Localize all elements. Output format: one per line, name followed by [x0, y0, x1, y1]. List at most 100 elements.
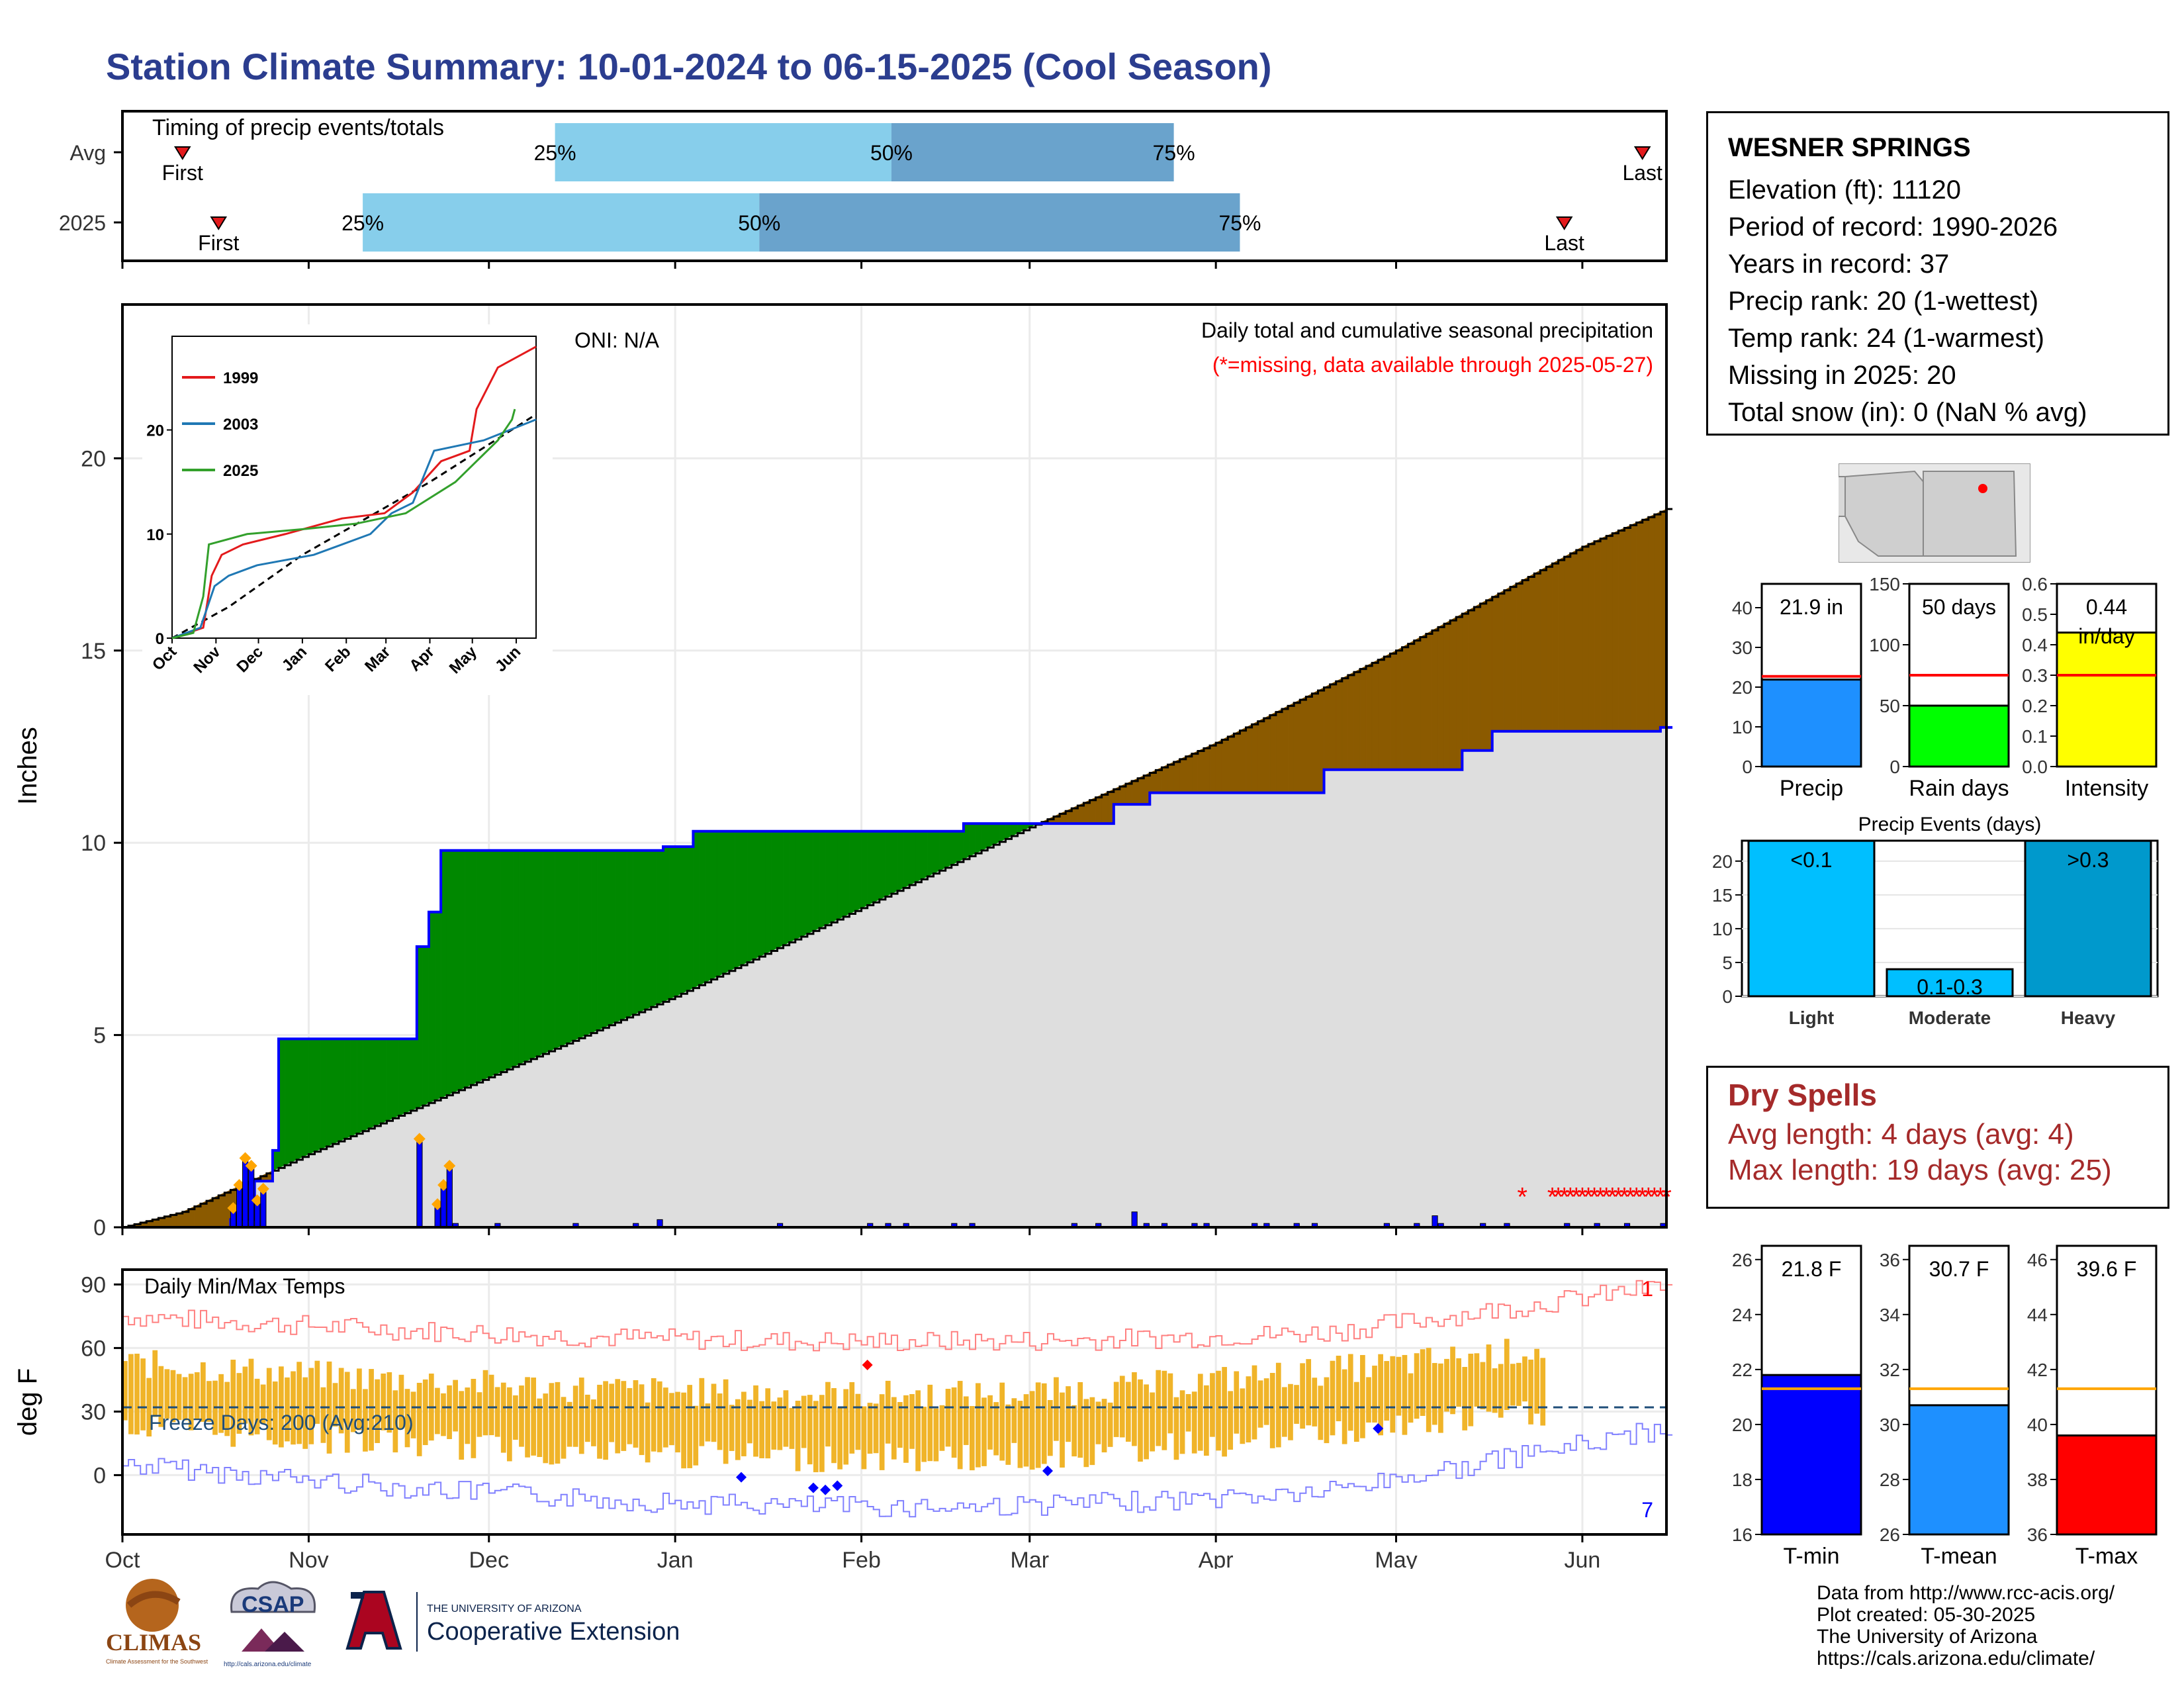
daily-precip-marker: [257, 1182, 269, 1195]
precip-panel-subtitle: (*=missing, data available through 2025-…: [1212, 353, 1653, 377]
dry-spells-box: Dry Spells Avg length: 4 days (avg: 4) M…: [1706, 1066, 2169, 1209]
daily-temp-bar: [1522, 1356, 1527, 1402]
daily-temp-bar: [1378, 1354, 1383, 1436]
daily-temp-bar: [1528, 1359, 1533, 1425]
tempbar-t-min-ytick-label: 26: [1732, 1250, 1752, 1270]
above-normal-area: [356, 1039, 363, 1135]
events-ytick-label: 0: [1722, 986, 1733, 1007]
timing-row-label: 2025: [59, 211, 106, 235]
missing-marker: *: [1583, 1183, 1594, 1212]
precip-ytick-label: 0: [93, 1215, 106, 1241]
below-normal-area: [1342, 675, 1349, 771]
daily-temp-bar: [609, 1383, 615, 1442]
daily-temp-bar: [909, 1393, 915, 1449]
daily-temp-bar: [987, 1395, 993, 1450]
station-line: Temp rank: 24 (1-warmest): [1728, 324, 2044, 353]
daily-temp-bar: [813, 1401, 819, 1473]
below-normal-area: [1522, 577, 1529, 731]
daily-temp-bar: [134, 1353, 140, 1435]
timing-panel: Timing of precip events/totals Avg 25% 50% 7…: [59, 110, 1668, 269]
daily-temp-bar: [1132, 1372, 1137, 1446]
climas-sub: Climate Assessment for the Southwest: [106, 1658, 208, 1665]
above-normal-area: [789, 831, 796, 943]
daily-temp-bar: [338, 1368, 344, 1434]
above-normal-area: [783, 831, 790, 946]
daily-temp-bar: [578, 1378, 584, 1454]
daily-precip-bar: [416, 1138, 423, 1228]
below-normal-area: [1330, 680, 1336, 771]
daily-temp-bar: [1107, 1402, 1113, 1447]
above-normal-area: [555, 850, 561, 1049]
daily-temp-bar: [735, 1399, 741, 1460]
summary-intensity-value-bar: [2056, 632, 2158, 768]
above-normal-area: [375, 1039, 381, 1127]
daily-temp-bar: [170, 1370, 176, 1423]
daily-precip-marker: [227, 1201, 240, 1214]
daily-temp-bar: [1005, 1404, 1011, 1465]
daily-temp-bar: [969, 1406, 975, 1471]
daily-temp-bar: [477, 1392, 482, 1437]
above-normal-area: [549, 850, 555, 1052]
daily-precip-marker: [437, 1179, 450, 1192]
daily-temp-bar: [308, 1368, 314, 1444]
precip-ylabel: Inches: [13, 727, 42, 805]
above-normal-area: [512, 850, 520, 1068]
above-normal-area: [531, 850, 537, 1060]
below-normal-area: [1347, 671, 1355, 771]
daily-temp-bar: [1444, 1358, 1449, 1412]
below-normal-area: [1221, 736, 1228, 793]
normal-cumulative-fill: [122, 509, 1666, 1227]
events-category-label: Heavy: [2061, 1008, 2116, 1028]
events-bar-label: 0.1-0.3: [1917, 975, 1983, 999]
above-normal-area: [633, 850, 639, 1015]
daily-temp-bar: [122, 1361, 128, 1421]
daily-precip-marker: [251, 1194, 263, 1207]
below-normal-area: [1281, 705, 1289, 793]
daily-temp-bar: [381, 1373, 387, 1430]
below-normal-area: [1546, 563, 1553, 731]
daily-temp-bar: [831, 1387, 837, 1464]
daily-temp-bar: [747, 1399, 752, 1444]
station-line: Missing in 2025: 20: [1728, 361, 1956, 390]
summary-precip-ytick-label: 20: [1732, 677, 1752, 698]
daily-temp-bar: [1173, 1397, 1179, 1460]
tempbar-t-mean-ytick-label: 26: [1880, 1524, 1900, 1545]
summary-intensity-label: Intensity: [2065, 776, 2149, 801]
above-normal-area: [897, 831, 904, 892]
daily-temp-bar: [765, 1388, 771, 1459]
tempbar-t-mean-value-bar: [1908, 1404, 2010, 1536]
timing-first-label: First: [198, 231, 239, 255]
below-normal-area: [1390, 650, 1396, 771]
below-normal-area: [1353, 669, 1361, 771]
ua-bottom-text: Cooperative Extension: [427, 1618, 680, 1646]
daily-temp-bar: [1450, 1346, 1455, 1415]
below-normal-area: [1654, 511, 1661, 731]
summary-intensity-ytick-label: 0.4: [2022, 635, 2048, 655]
daily-temp-bar: [819, 1395, 825, 1472]
above-normal-area: [398, 1039, 405, 1116]
summary-rain-days-ytick-label: 50: [1880, 696, 1900, 716]
below-normal-area: [1263, 714, 1271, 793]
above-normal-area: [296, 1039, 303, 1160]
daily-temp-bar: [1306, 1359, 1312, 1426]
below-normal-area: [1396, 647, 1402, 771]
missing-marker: *: [1559, 1183, 1570, 1212]
above-normal-area: [506, 850, 514, 1070]
summary-rain-days-label: Rain days: [1909, 776, 2009, 801]
daily-temp-bar: [921, 1407, 927, 1462]
events-bar: [1886, 968, 2014, 998]
daily-temp-bar: [1113, 1382, 1119, 1437]
below-normal-area: [1570, 549, 1577, 731]
tempbar-t-max-ytick-label: 44: [2027, 1305, 2048, 1325]
inset-series-line: [171, 418, 537, 639]
daily-temp-bar: [1204, 1385, 1209, 1456]
missing-marker: *: [1619, 1183, 1630, 1212]
daily-precip-bar: [236, 1184, 243, 1228]
daily-temp-bar: [459, 1391, 465, 1460]
footer-line: Data from http://www.rcc-acis.org/: [1817, 1582, 2115, 1604]
above-normal-area: [969, 823, 976, 857]
precip-events-chart: Precip Events (days) 0 5 10 15 20 <0.1 Light 0.1…: [1712, 814, 2159, 1028]
daily-temp-bar: [1269, 1373, 1275, 1448]
timing-last-marker: [1555, 216, 1573, 230]
above-normal-area: [314, 1039, 321, 1152]
